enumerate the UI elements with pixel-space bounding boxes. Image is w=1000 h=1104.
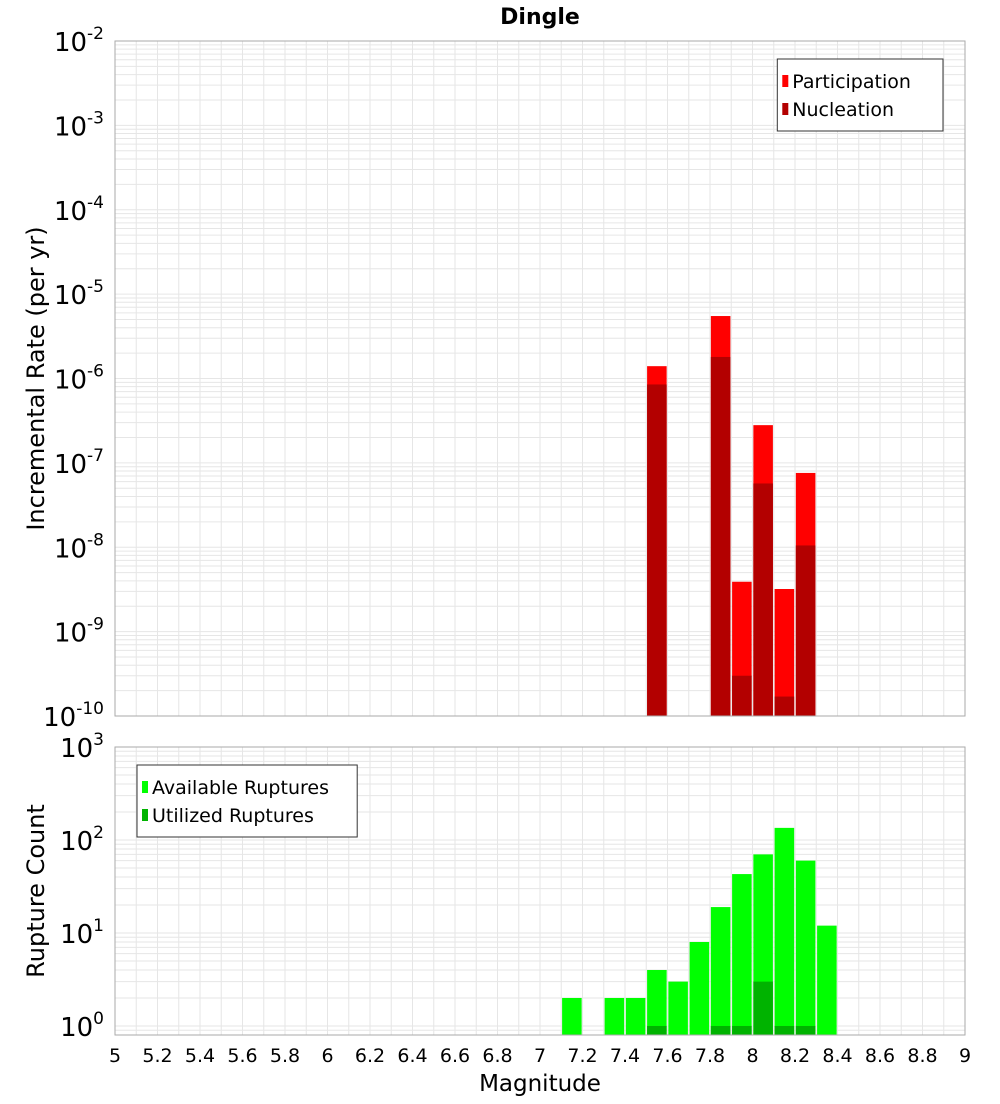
count-x-tick-label: 9 bbox=[959, 1045, 971, 1067]
rate-legend-swatch bbox=[782, 103, 789, 115]
count-bar bbox=[795, 860, 816, 1035]
rate-bar bbox=[710, 356, 731, 716]
count-y-tick-label: 103 bbox=[60, 730, 104, 764]
count-bar bbox=[625, 997, 646, 1035]
rate-y-tick-label: 10-8 bbox=[54, 530, 104, 564]
count-x-tick-label: 7.4 bbox=[610, 1045, 640, 1067]
count-bar bbox=[647, 969, 667, 1035]
count-bar bbox=[710, 907, 731, 1035]
count-x-tick-label: 8 bbox=[746, 1045, 758, 1067]
count-x-tick-label: 6.6 bbox=[440, 1045, 470, 1067]
count-legend: Available Ruptures Utilized Ruptures bbox=[136, 764, 358, 838]
x-axis-label: Magnitude bbox=[479, 1071, 601, 1097]
count-x-tick-label: 5 bbox=[109, 1045, 121, 1067]
rate-y-axis-label: Incremental Rate (per yr) bbox=[22, 226, 50, 530]
count-x-tick-label: 5.2 bbox=[142, 1045, 172, 1067]
rate-bar bbox=[795, 545, 816, 716]
count-x-tick-label: 8.8 bbox=[907, 1045, 937, 1067]
count-legend-swatch bbox=[142, 809, 148, 821]
rate-y-tick-label: 10-7 bbox=[54, 446, 104, 480]
count-x-tick-label: 7.6 bbox=[652, 1045, 682, 1067]
count-series-0 bbox=[562, 827, 837, 1035]
count-x-tick-label: 5.6 bbox=[227, 1045, 257, 1067]
count-legend-box bbox=[136, 764, 358, 838]
rate-plot-frame bbox=[114, 40, 966, 717]
count-bar bbox=[710, 1025, 731, 1035]
count-bar bbox=[647, 1025, 667, 1035]
rate-bar bbox=[732, 675, 752, 716]
count-bar bbox=[604, 997, 625, 1035]
count-x-tick-label: 5.4 bbox=[185, 1045, 215, 1067]
count-bar bbox=[795, 1025, 816, 1035]
count-bar bbox=[732, 1025, 752, 1035]
count-y-tick-label: 100 bbox=[60, 1009, 104, 1043]
count-bar bbox=[689, 942, 710, 1035]
count-plot-frame bbox=[114, 746, 966, 1036]
rate-y-tick-label: 10-9 bbox=[54, 615, 104, 649]
rate-bar bbox=[647, 384, 667, 716]
count-legend-swatch bbox=[142, 781, 148, 793]
count-bar bbox=[753, 981, 773, 1035]
rate-legend-box bbox=[776, 58, 944, 132]
rate-panel: 10-10 10-9 10-8 10-7 10-6 10-5 10-4 10-3 10-2 Inc… bbox=[22, 5, 966, 733]
count-y-tick-label: 101 bbox=[60, 916, 104, 950]
count-x-tick-label: 8.4 bbox=[822, 1045, 852, 1067]
count-x-tick-label: 8.2 bbox=[780, 1045, 810, 1067]
count-x-tick-label: 6.2 bbox=[355, 1045, 385, 1067]
rate-series-1 bbox=[647, 356, 816, 716]
count-x-tick-label: 7 bbox=[534, 1045, 546, 1067]
count-x-tick-label: 6.4 bbox=[397, 1045, 427, 1067]
count-bar bbox=[732, 874, 752, 1035]
count-bar bbox=[668, 981, 688, 1035]
rate-bar bbox=[774, 589, 795, 716]
count-x-tick-label: 7.2 bbox=[567, 1045, 597, 1067]
count-legend-label: Available Ruptures bbox=[152, 777, 329, 799]
count-bar bbox=[817, 925, 837, 1035]
count-bar bbox=[774, 1025, 795, 1035]
count-y-tick-label: 102 bbox=[60, 823, 104, 857]
chart-title: Dingle bbox=[500, 5, 580, 30]
rate-legend-label: Nucleation bbox=[792, 99, 894, 121]
count-series-1 bbox=[647, 981, 816, 1035]
rate-legend-swatch bbox=[782, 75, 789, 87]
count-legend-label: Utilized Ruptures bbox=[152, 805, 314, 827]
count-x-tick-label: 6 bbox=[321, 1045, 333, 1067]
rate-y-tick-label: 10-10 bbox=[43, 699, 104, 733]
count-bar bbox=[774, 827, 795, 1035]
rate-grid bbox=[114, 41, 966, 717]
count-x-tick-label: 8.6 bbox=[865, 1045, 895, 1067]
rate-legend: Participation Nucleation bbox=[776, 58, 944, 132]
rate-y-tick-label: 10-4 bbox=[54, 193, 104, 227]
rate-y-tick-label: 10-5 bbox=[54, 277, 104, 311]
rate-y-tick-label: 10-6 bbox=[54, 362, 104, 396]
rate-bar bbox=[774, 696, 795, 716]
count-x-tick-label: 5.8 bbox=[270, 1045, 300, 1067]
rate-y-tick-label: 10-2 bbox=[54, 24, 104, 58]
rate-y-tick-label: 10-3 bbox=[54, 108, 104, 142]
count-panel: 100 101 102 103 Rupture Count Available Ruptu… bbox=[22, 730, 971, 1097]
count-y-axis-label: Rupture Count bbox=[22, 804, 50, 978]
count-x-tick-label: 6.8 bbox=[482, 1045, 512, 1067]
count-bar bbox=[562, 997, 582, 1035]
count-x-tick-label: 7.8 bbox=[695, 1045, 725, 1067]
rate-legend-label: Participation bbox=[792, 71, 911, 93]
rate-bar bbox=[753, 483, 773, 716]
